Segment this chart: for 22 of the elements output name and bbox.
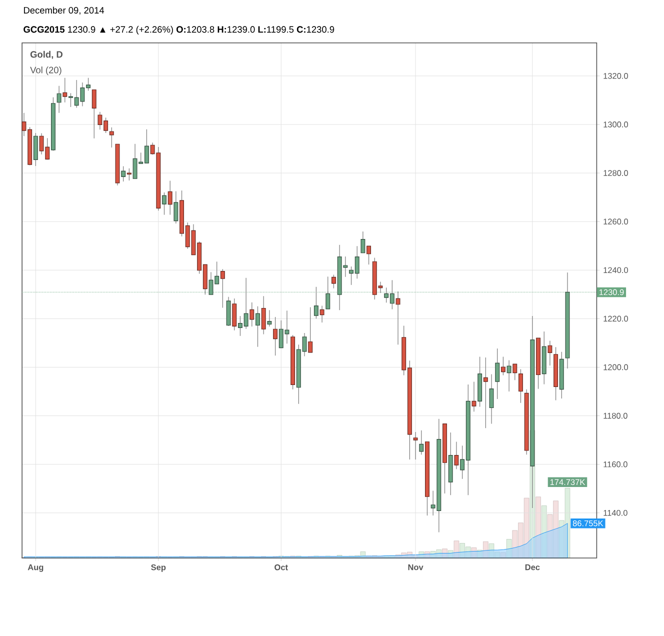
y-tick-label: 1180.0 — [604, 412, 628, 419]
y-tick-label: 1300.0 — [604, 122, 628, 128]
y-tick-label: 1280.0 — [604, 170, 628, 176]
y-tick-label: 1220.0 — [604, 316, 628, 322]
x-tick-label: Aug — [28, 564, 44, 572]
y-tick-label: 1240.0 — [604, 267, 628, 274]
x-tick-label: Nov — [408, 564, 424, 570]
data-label: 174.737K — [550, 479, 586, 485]
annotation: Vol (20) — [30, 66, 62, 76]
text: GCG2015 1230.9 ▲ +27.2 (+2.26%) O:1203.8 H:1239.0 L:1199.5 C:1230.9 — [24, 26, 334, 34]
x-tick-label: Sep — [151, 564, 166, 572]
annotation: Gold, D — [30, 50, 62, 60]
y-tick-label: 1200.0 — [604, 364, 628, 370]
y-tick-label: 1160.0 — [604, 461, 628, 468]
data-label: 86.755K — [572, 520, 604, 526]
y-tick-label: 1140.0 — [604, 510, 628, 516]
y-tick-label: 1320.0 — [604, 72, 628, 79]
y-tick-label: 1260.0 — [604, 218, 628, 224]
chart-title: December 09, 2014 — [24, 6, 104, 15]
ref-line-label: 1230.9 — [599, 289, 624, 296]
x-tick-label: Dec — [525, 564, 540, 570]
x-tick-label: Oct — [274, 564, 288, 570]
